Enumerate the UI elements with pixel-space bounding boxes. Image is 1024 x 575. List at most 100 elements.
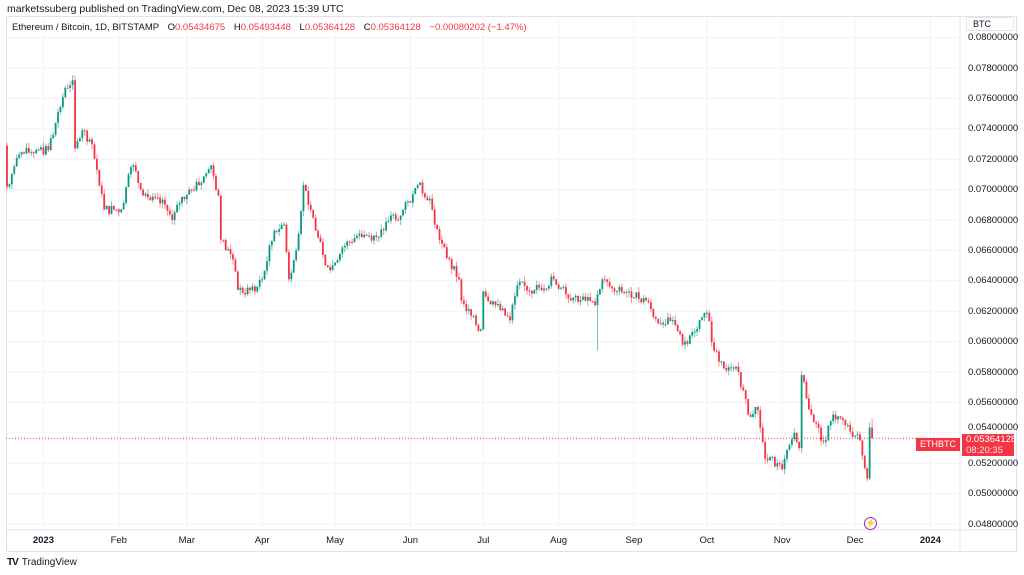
candle[interactable] (601, 277, 604, 293)
candle[interactable] (727, 364, 730, 376)
candle[interactable] (322, 238, 324, 259)
candle[interactable] (839, 415, 842, 421)
candle[interactable] (117, 207, 120, 217)
candle[interactable] (832, 410, 835, 425)
candle[interactable] (489, 300, 492, 305)
candle[interactable] (701, 316, 703, 322)
candle[interactable] (674, 315, 677, 327)
candle[interactable] (589, 292, 592, 302)
candle[interactable] (377, 236, 380, 243)
candle[interactable] (32, 151, 35, 159)
candle[interactable] (404, 200, 407, 214)
currency-button[interactable]: BTC (966, 17, 1014, 31)
candle[interactable] (756, 405, 759, 416)
candle[interactable] (465, 299, 468, 315)
candle[interactable] (822, 435, 825, 445)
candle[interactable] (15, 154, 18, 167)
candle[interactable] (506, 311, 509, 318)
candle[interactable] (448, 256, 451, 262)
candle[interactable] (261, 276, 264, 284)
candle[interactable] (479, 328, 482, 332)
candle[interactable] (705, 310, 708, 319)
candle[interactable] (178, 200, 181, 211)
candle[interactable] (23, 151, 25, 154)
candle[interactable] (735, 366, 737, 371)
candle[interactable] (441, 235, 443, 249)
candle[interactable] (458, 272, 460, 281)
candle[interactable] (385, 217, 387, 233)
candle[interactable] (249, 286, 251, 294)
candle[interactable] (356, 233, 358, 240)
candle[interactable] (472, 314, 475, 319)
candle[interactable] (390, 211, 392, 224)
candle[interactable] (538, 282, 541, 292)
candle[interactable] (358, 229, 361, 240)
candle[interactable] (40, 145, 42, 152)
candle[interactable] (443, 242, 446, 249)
candle[interactable] (166, 204, 169, 216)
candle[interactable] (100, 181, 103, 198)
candle[interactable] (438, 226, 441, 244)
candle[interactable] (771, 455, 774, 461)
candle[interactable] (205, 172, 208, 179)
candle[interactable] (846, 422, 849, 429)
candle[interactable] (292, 259, 295, 273)
candle[interactable] (504, 308, 507, 317)
candle[interactable] (365, 233, 368, 236)
candle[interactable] (113, 205, 115, 211)
candle[interactable] (475, 313, 477, 327)
candle[interactable] (742, 383, 745, 392)
candle[interactable] (871, 418, 873, 439)
candle[interactable] (518, 278, 521, 290)
candle[interactable] (450, 257, 453, 275)
candle[interactable] (93, 141, 96, 160)
candle[interactable] (851, 426, 854, 438)
candle[interactable] (351, 238, 353, 245)
candle[interactable] (35, 147, 38, 155)
candle[interactable] (268, 243, 271, 266)
candle[interactable] (652, 307, 655, 320)
candle[interactable] (555, 278, 558, 286)
candle[interactable] (307, 186, 310, 211)
candle[interactable] (436, 224, 439, 230)
candle[interactable] (207, 167, 210, 174)
candle[interactable] (842, 416, 844, 425)
candle[interactable] (198, 177, 200, 186)
candle[interactable] (693, 328, 696, 338)
candle[interactable] (533, 289, 536, 295)
candle[interactable] (535, 280, 538, 295)
candle[interactable] (363, 230, 366, 238)
candle[interactable] (258, 275, 261, 290)
candle[interactable] (52, 132, 55, 139)
candle[interactable] (161, 196, 164, 209)
candle[interactable] (844, 418, 847, 431)
candle[interactable] (132, 163, 135, 173)
candle[interactable] (69, 81, 72, 93)
candle[interactable] (317, 228, 319, 239)
candle[interactable] (336, 258, 339, 264)
candle[interactable] (460, 277, 463, 305)
candle[interactable] (83, 128, 86, 136)
candle[interactable] (608, 277, 611, 289)
candle[interactable] (462, 296, 465, 307)
candle[interactable] (511, 302, 514, 324)
candle[interactable] (747, 398, 750, 416)
candle[interactable] (513, 292, 516, 310)
candle[interactable] (54, 122, 57, 137)
candle[interactable] (227, 246, 230, 252)
candle[interactable] (431, 193, 434, 212)
candle[interactable] (98, 169, 101, 187)
candle[interactable] (195, 178, 198, 193)
candle[interactable] (324, 253, 327, 266)
candle[interactable] (212, 162, 215, 181)
candle[interactable] (348, 240, 351, 247)
candle[interactable] (691, 328, 694, 339)
candle[interactable] (79, 136, 81, 143)
candle[interactable] (278, 224, 281, 237)
candle[interactable] (399, 215, 402, 226)
candle[interactable] (295, 247, 298, 263)
candle[interactable] (280, 221, 283, 230)
candle[interactable] (49, 134, 52, 151)
candle[interactable] (353, 233, 356, 243)
candle[interactable] (776, 459, 779, 471)
